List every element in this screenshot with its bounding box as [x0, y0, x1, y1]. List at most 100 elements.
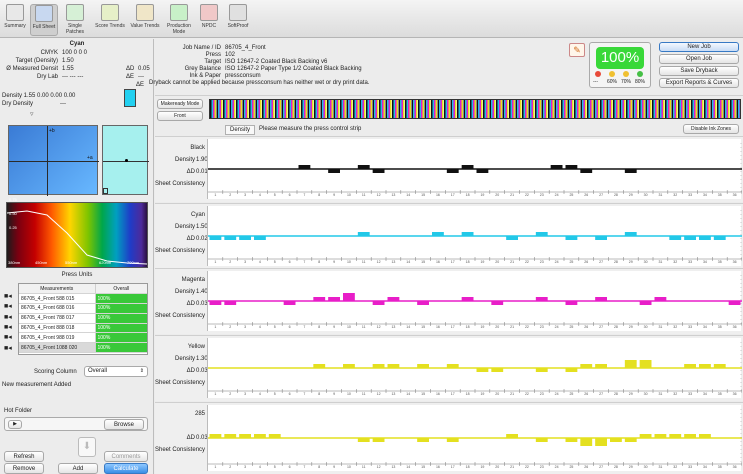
disable-ink-zones-button[interactable]: Disable Ink Zones [683, 124, 739, 134]
zone-number: 20 [495, 193, 500, 197]
zone-number: 12 [376, 392, 381, 396]
ink-zone-plot[interactable]: 1 2 3 4 5 6 7 8 9 10 11 12 13 14 15 16 17 18 19 20 21 22 23 24 2… [207, 271, 743, 331]
zone-bar [565, 165, 578, 169]
zone-number: 13 [391, 392, 396, 396]
zone-number: 35 [717, 260, 722, 264]
zone-number: 5 [273, 465, 276, 469]
zone-number: 1 [214, 193, 217, 197]
measurement-row[interactable]: 86705_4_Front 1088 020 100% [19, 342, 147, 354]
overall-header[interactable]: Overall [95, 284, 147, 295]
zone-number: 25 [569, 465, 574, 469]
zone-number: 24 [554, 392, 559, 396]
new-job-button[interactable]: New Job [659, 42, 739, 52]
toolbar-score-trends-button[interactable]: Score Trends [92, 4, 128, 36]
density-tab[interactable]: Density [225, 125, 256, 135]
toolbar-single-patches-button[interactable]: Single Patches [60, 4, 90, 36]
delta-d-label: ΔD [186, 368, 195, 374]
zone-number: 8 [318, 193, 321, 197]
measurement-overall-score: 100% [95, 293, 147, 305]
ink-zone-section: Magenta Density 1.40 ΔD 0.03 Sheet Consistenc… [155, 268, 743, 334]
zone-number: 21 [510, 193, 515, 197]
add-button[interactable]: Add [58, 463, 98, 474]
toolbar-npdc-button[interactable]: NPDC [197, 4, 221, 36]
sheet-consistency-label: Sheet Consistency [155, 313, 206, 320]
spectrum-x-tick: 450nm [35, 260, 48, 265]
zone-number: 18 [465, 465, 470, 469]
ink-zone-section: Black Density 1.90 ΔD 0.01 Sheet Consistency 1… [155, 136, 743, 202]
job-label: Job Name / ID [182, 45, 221, 51]
zone-number: 15 [421, 260, 426, 264]
ink-zone-plot[interactable]: 1 2 3 4 5 6 7 8 9 10 11 12 13 14 15 16 17 18 19 20 21 22 23 24 2… [207, 338, 743, 398]
press-control-strip[interactable] [209, 99, 741, 119]
zone-number: 8 [318, 260, 321, 264]
measurement-row[interactable]: 86705_4_Front 988 019 100% [19, 332, 147, 344]
zone-bar [565, 438, 578, 442]
score-light-icon [595, 71, 601, 77]
zone-number: 2 [229, 465, 232, 469]
toolbar-value-trends-button[interactable]: Value Trends [130, 4, 160, 36]
toolbar-full-sheet-button[interactable]: Full Sheet [30, 4, 58, 36]
main-area: Job Name / ID 86705_4_Front Press 102 Ta… [149, 39, 743, 474]
zone-bar [595, 438, 607, 446]
makeready-mode-button[interactable]: Makeready Mode [157, 99, 203, 109]
open-job-button[interactable]: Open Job [659, 54, 739, 64]
zone-number: 30 [643, 193, 648, 197]
zone-number: 2 [229, 260, 232, 264]
zone-bar [298, 165, 311, 169]
density-value: 1.50 [196, 224, 208, 230]
toolbar-label: Summary [4, 23, 26, 29]
ink-zone-plot[interactable]: 1 2 3 4 5 6 7 8 9 10 11 12 13 14 15 16 17 18 19 20 21 22 23 24 2… [207, 139, 743, 199]
front-side-button[interactable]: Front [157, 111, 203, 121]
download-icon[interactable]: ⬇ [78, 437, 96, 457]
measurement-row[interactable]: 86705_4_Front 788 017 100% [19, 313, 147, 324]
zone-number: 2 [229, 193, 232, 197]
zone-number: 27 [599, 260, 604, 264]
browse-button[interactable]: Browse [104, 419, 144, 430]
measurement-name: 86705_4_Front 588 015 [19, 293, 96, 305]
edit-job-icon[interactable]: ✎ [569, 43, 585, 57]
measurement-name: 86705_4_Front 1088 020 [19, 342, 96, 354]
delta-d-value: 0.03 [196, 301, 208, 307]
zone-number: 12 [376, 260, 381, 264]
toolbar-production-mode-button[interactable]: Production Mode [162, 4, 196, 36]
toolbar-summary-button[interactable]: Summary [2, 4, 28, 36]
refresh-button[interactable]: Refresh [4, 451, 44, 462]
collapse-triangle-icon[interactable]: ▿ [30, 111, 34, 118]
zone-number: 3 [244, 392, 247, 396]
calculate-button[interactable]: Calculate [104, 463, 148, 474]
zone-number: 15 [421, 392, 426, 396]
zone-number: 36 [732, 392, 737, 396]
zone-number: 23 [539, 193, 544, 197]
zone-bar [209, 434, 222, 438]
zone-number: 18 [465, 325, 470, 329]
zone-bar [446, 364, 459, 368]
scoring-column-select[interactable]: Overall ⇕ [84, 366, 148, 377]
zone-number: 18 [465, 193, 470, 197]
comments-button[interactable]: Comments [104, 451, 148, 462]
zone-bar [595, 236, 607, 240]
measurement-row[interactable]: 86705_4_Front 888 018 100% [19, 323, 147, 334]
toolbar-softproof-button[interactable]: SoftProof [224, 4, 252, 36]
measurement-row[interactable]: 86705_4_Front 688 016 100% [19, 303, 147, 314]
sheet-consistency-label: Sheet Consistency [155, 380, 206, 387]
save-dryback-button[interactable]: Save Dryback [659, 66, 739, 76]
zone-number: 24 [554, 193, 559, 197]
measurement-row[interactable]: 86705_4_Front 588 015 100% [19, 293, 147, 305]
zone-number: 16 [435, 193, 440, 197]
hot-folder-play-button[interactable]: ▶ [8, 420, 22, 429]
measurements-header[interactable]: Measurements [19, 284, 96, 295]
sheet-consistency: Sheet Consistency [155, 447, 213, 453]
zone-bar [209, 301, 222, 305]
zone-bar [654, 297, 667, 301]
zone-number: 36 [732, 325, 737, 329]
remove-button[interactable]: Remove [4, 463, 44, 474]
zone-number: 36 [732, 193, 737, 197]
measurements-table[interactable]: Measurements Overall 86705_4_Front 588 0… [18, 283, 148, 355]
job-value: 86705_4_Front [225, 45, 266, 51]
camera-icon: ■◂ [4, 344, 12, 352]
zone-number: 3 [244, 465, 247, 469]
export-reports-button[interactable]: Export Reports & Curves [659, 78, 739, 88]
zone-number: 33 [688, 260, 693, 264]
ink-zone-plot[interactable]: 1 2 3 4 5 6 7 8 9 10 11 12 13 14 15 16 17 18 19 20 21 22 23 24 2… [207, 206, 743, 266]
ink-zone-plot[interactable]: 1 2 3 4 5 6 7 8 9 10 11 12 13 14 15 16 17 18 19 20 21 22 23 24 2… [207, 405, 743, 471]
